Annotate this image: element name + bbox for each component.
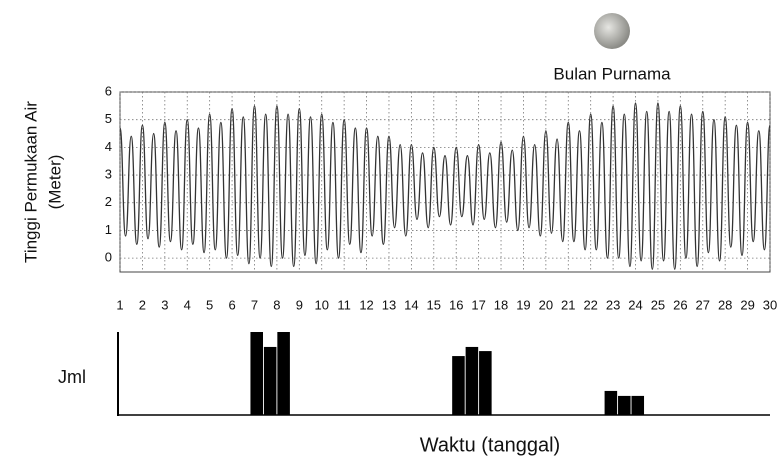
x-tick-label: 29 — [740, 297, 754, 312]
bar — [618, 396, 631, 415]
x-tick-label: 2 — [139, 297, 146, 312]
y-axis-label: Tinggi Permukaan Air — [21, 101, 40, 263]
x-tick-label: 8 — [273, 297, 280, 312]
x-tick-label: 17 — [471, 297, 485, 312]
x-tick-label: 18 — [494, 297, 508, 312]
x-tick-label: 14 — [404, 297, 418, 312]
y-axis-label: Jml — [58, 367, 86, 387]
x-tick-label: 21 — [561, 297, 575, 312]
annotation: Bulan Purnama — [553, 64, 671, 83]
x-tick-label: 7 — [251, 297, 258, 312]
y-tick-label: 1 — [105, 222, 112, 237]
x-tick-label: 20 — [539, 297, 553, 312]
x-tick-label: 26 — [673, 297, 687, 312]
x-tick-label: 1 — [116, 297, 123, 312]
moon-icon — [594, 13, 630, 49]
bar — [452, 356, 465, 415]
x-tick-label: 22 — [583, 297, 597, 312]
plot-frame — [120, 92, 770, 272]
y-tick-label: 6 — [105, 83, 112, 98]
y-tick-label: 3 — [105, 167, 112, 182]
x-axis-label: Waktu (tanggal) — [420, 434, 560, 456]
y-tick-label: 0 — [105, 250, 112, 265]
y-tick-label: 4 — [105, 139, 112, 154]
x-tick-label: 30 — [763, 297, 777, 312]
x-tick-label: 13 — [382, 297, 396, 312]
bar — [250, 332, 263, 415]
y-tick-label: 2 — [105, 194, 112, 209]
y-axis-label: (Meter) — [45, 155, 64, 210]
x-tick-label: 5 — [206, 297, 213, 312]
x-tick-label: 11 — [337, 297, 351, 312]
x-tick-label: 16 — [449, 297, 463, 312]
y-tick-label: 5 — [105, 111, 112, 126]
bar — [605, 391, 618, 415]
x-tick-label: 10 — [314, 297, 328, 312]
bar — [631, 396, 644, 415]
x-tick-label: 25 — [651, 297, 665, 312]
x-tick-label: 3 — [161, 297, 168, 312]
x-tick-label: 23 — [606, 297, 620, 312]
x-tick-label: 28 — [718, 297, 732, 312]
chart: Bulan Purnama Tinggi Permukaan Air (Mete… — [0, 0, 781, 464]
bar — [479, 351, 492, 415]
bar — [264, 347, 277, 415]
x-tick-label: 15 — [427, 297, 441, 312]
x-tick-label: 19 — [516, 297, 530, 312]
x-tick-label: 27 — [696, 297, 710, 312]
x-tick-label: 6 — [228, 297, 235, 312]
x-tick-label: 12 — [359, 297, 373, 312]
data-line — [120, 103, 770, 269]
bar — [277, 332, 290, 415]
x-tick-label: 4 — [184, 297, 191, 312]
x-tick-label: 24 — [628, 297, 642, 312]
bar — [466, 347, 479, 415]
x-tick-label: 9 — [296, 297, 303, 312]
